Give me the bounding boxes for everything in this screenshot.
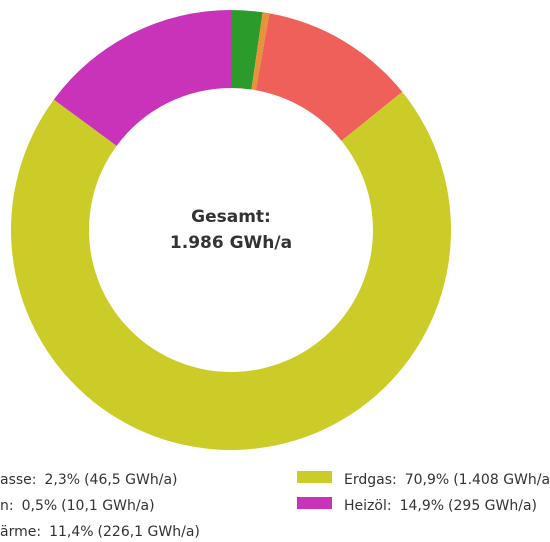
legend-percent: 70,9% <box>405 472 449 488</box>
legend-detail: (226,1 GWh/a) <box>98 524 200 540</box>
center-total: 1.986 GWh/a <box>170 233 292 253</box>
donut-slice <box>231 10 263 90</box>
legend-detail: (295 GWh/a) <box>448 498 537 514</box>
legend-percent: 14,9% <box>400 498 444 514</box>
legend-name: n: <box>0 498 14 514</box>
legend-name: asse: <box>0 472 37 488</box>
center-title: Gesamt: <box>191 207 271 227</box>
legend-entry: asse: 2,3% (46,5 GWh/a) <box>0 472 177 488</box>
legend-name: Heizöl: <box>344 498 392 514</box>
legend-percent: 2,3% <box>45 472 81 488</box>
legend-entry: n: 0,5% (10,1 GWh/a) <box>0 498 155 514</box>
donut-slice <box>255 13 403 141</box>
donut-slice <box>251 12 270 91</box>
legend-percent: 0,5% <box>22 498 58 514</box>
legend-name: ärme: <box>0 524 41 540</box>
legend-swatch <box>297 471 332 483</box>
legend-entry: ärme: 11,4% (226,1 GWh/a) <box>0 524 200 540</box>
legend-entry: Heizöl: 14,9% (295 GWh/a) <box>344 498 537 514</box>
legend-percent: 11,4% <box>49 524 93 540</box>
donut-slice <box>11 91 452 450</box>
legend-detail: (10,1 GWh/a) <box>61 498 154 514</box>
legend-detail: (1.408 GWh/a) <box>453 472 550 488</box>
legend-swatch <box>297 497 332 509</box>
legend-detail: (46,5 GWh/a) <box>84 472 177 488</box>
donut-slice <box>53 10 232 146</box>
legend-entry: Erdgas: 70,9% (1.408 GWh/a) <box>344 472 550 488</box>
legend-name: Erdgas: <box>344 472 397 488</box>
